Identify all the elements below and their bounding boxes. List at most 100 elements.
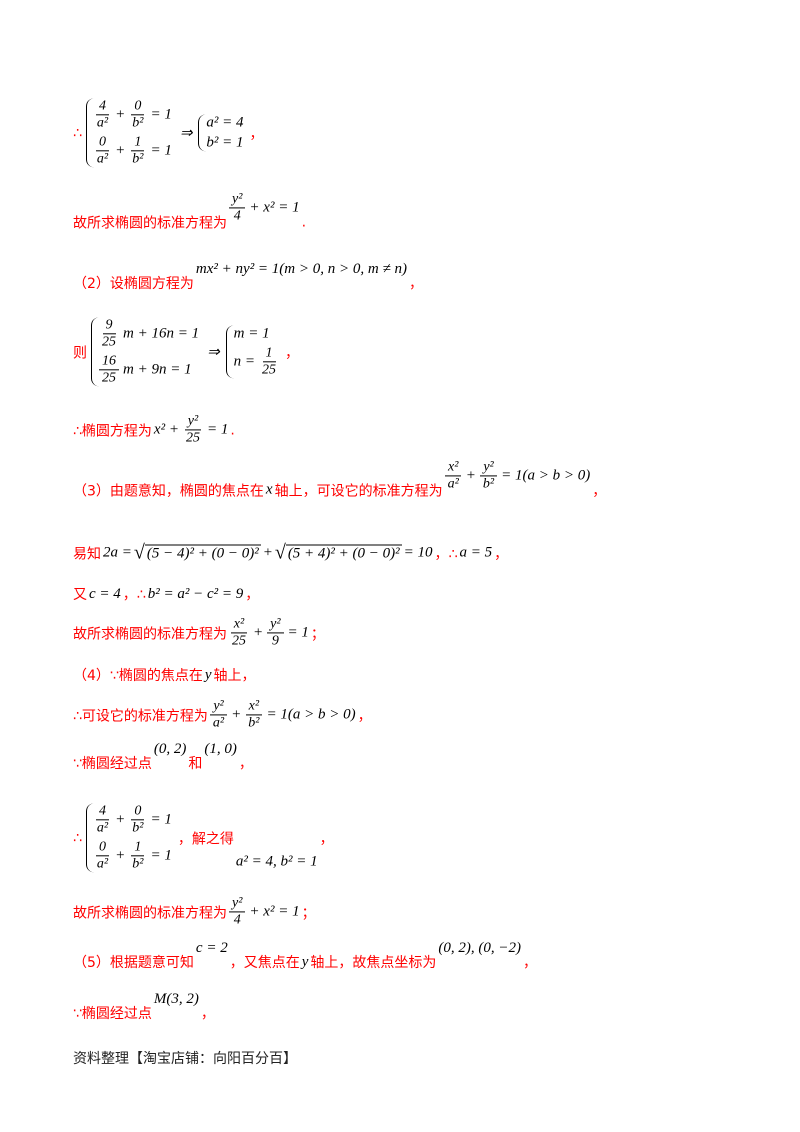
text-run: ， [494,546,509,562]
text-run: 和 [188,756,203,772]
denominator: a² [96,151,109,167]
text-run: ， [357,708,372,724]
denominator: 25 [232,633,246,649]
equation-row: 4 a² +0 b² = 1 [92,98,174,131]
text-run: ∴ [73,125,82,141]
solution-line: ∴可设它的标准方程为 y² a² + x² b² = 1(a > b > 0)， [73,698,372,731]
denominator: 4 [233,208,241,224]
math-expression: = 1 [206,421,229,438]
text-run: 故所求椭圆的标准方程为 [73,626,227,642]
equation-row: 16 25 m + 9n = 1 [97,354,201,387]
text-run: 轴上，故焦点坐标为 [310,955,437,971]
fraction: 4 a² [94,98,111,131]
footer: 资料整理【淘宝店铺：向阳百分百】 [73,1048,297,1068]
denominator: b² [132,856,144,872]
solution-line: ∴ 4 a² +0 b² = 1 0 a² +1 b² = 1 ⇒ a² = 4 b² = 1， [73,98,264,168]
raised-math: y² 4 + x² = 1 [227,191,302,224]
text-run: （5）根据题意可知 [73,955,194,971]
math-expression: + [465,467,476,484]
square-root: √ (5 + 4)² + (0 − 0)² [275,542,402,565]
text-run: ，∴ [122,587,146,603]
denominator: a² [447,476,459,492]
numerator: y² [267,616,284,634]
solution-line: ∴椭圆方程为 x² + y² 25 = 1. [73,413,235,446]
numerator: 0 [96,135,110,152]
solution-line: ∴ 4 a² +0 b² = 1 0 a² +1 b² = 1 ，解之得 a² = 4, b² = 1， [73,803,334,873]
math-expression: = 1 [150,142,172,159]
solution-line: 易知 2a = √ (5 − 4)² + (0 − 0)² + √ (5 + 4)² + (… [73,542,508,565]
denominator: 9 [271,633,279,649]
text-run: ， [245,587,260,603]
solution-line: 故所求椭圆的标准方程为 y² 4 + x² = 1. [73,191,306,238]
numerator: 1 [131,840,145,857]
math-expression: (1, 0) [204,740,237,757]
solution-line: 故所求椭圆的标准方程为 x² 25 + y² 9 = 1； [73,616,325,649]
text-run: ， [319,831,334,847]
math-expression: + [115,847,126,864]
text-run: ， [408,276,423,292]
equation-system: a² = 4 b² = 1 [198,114,245,152]
fraction: 9 25 [99,317,119,350]
equation-row: b² = 1 [204,135,245,152]
math-expression: + [231,706,242,723]
denominator: b² [132,820,144,836]
solution-line: （4）∵椭圆的焦点在 y 轴上， [73,665,256,685]
text-run: ， [592,483,607,499]
denominator: a² [212,715,225,731]
math-expression: mx² + ny² = 1(m > 0, n > 0, m ≠ n) [195,260,407,277]
math-expression: y [204,666,212,683]
denominator: 4 [233,912,241,928]
equation-row: m = 1 [232,325,281,342]
text-run: ，又焦点在 [229,955,300,971]
equation-system: 4 a² +0 b² = 1 0 a² +1 b² = 1 [85,98,174,168]
text-run: ∵椭圆经过点 [73,756,152,772]
text-run: . [230,422,235,438]
radical-sign: √ [274,541,286,564]
math-expression: (0, 2) [153,740,187,757]
text-run: ， [522,955,537,971]
equation-row: 0 a² +1 b² = 1 [92,840,174,873]
math-expression: + [115,811,126,828]
lowered-math: a² = 4, b² = 1 [234,854,320,871]
math-expression: m = 1 [233,325,270,342]
equation-row: 0 a² +1 b² = 1 [92,135,174,168]
math-expression: + x² = 1 [249,199,300,216]
text-run: （2）设椭圆方程为 [73,276,194,292]
numerator: x² [245,698,263,716]
fraction: 1 b² [129,840,146,873]
text-run: 易知 [73,546,101,562]
denominator: 25 [102,334,116,350]
math-expression: = 1 [150,847,172,864]
fraction: 0 a² [94,840,111,873]
math-expression: (5 + 4)² + (0 − 0)² [287,545,400,561]
raised-math: (0, 2) [152,741,189,758]
math-expression: b² = a² − c² = 9 [147,585,244,602]
text-run: 轴上，可设它的标准方程为 [274,483,443,499]
numerator: 0 [131,98,145,116]
math-expression: n = [233,353,256,370]
math-expression: m + 9n = 1 [123,361,192,378]
text-run: ； [310,626,325,642]
math-expression: + [115,142,126,159]
fraction: y² a² [210,698,227,731]
math-expression: = 1 [287,624,309,641]
denominator: a² [96,115,109,131]
math-expression: x [265,481,273,498]
math-expression: + [262,544,273,561]
fraction: x² b² [245,698,263,731]
math-expression: = 1(a > b > 0) [501,467,591,484]
numerator: 0 [96,840,110,857]
numerator: 0 [131,803,145,821]
math-expression: ⇒ [179,125,193,142]
math-expression: b² = 1 [206,134,244,151]
text-run: ∴椭圆方程为 [73,423,152,439]
denominator: a² [96,856,109,872]
math-expression: (5 − 4)² + (0 − 0)² [146,545,259,561]
math-expression: m + 16n = 1 [123,325,200,342]
text-run: （4）∵椭圆的焦点在 [73,668,203,684]
footer-text: 资料整理【淘宝店铺：向阳百分百】 [73,1051,297,1067]
equation-system: 9 25 m + 16n = 1 16 25 m + 9n = 1 [91,317,201,387]
fraction: y² 25 [183,413,203,446]
